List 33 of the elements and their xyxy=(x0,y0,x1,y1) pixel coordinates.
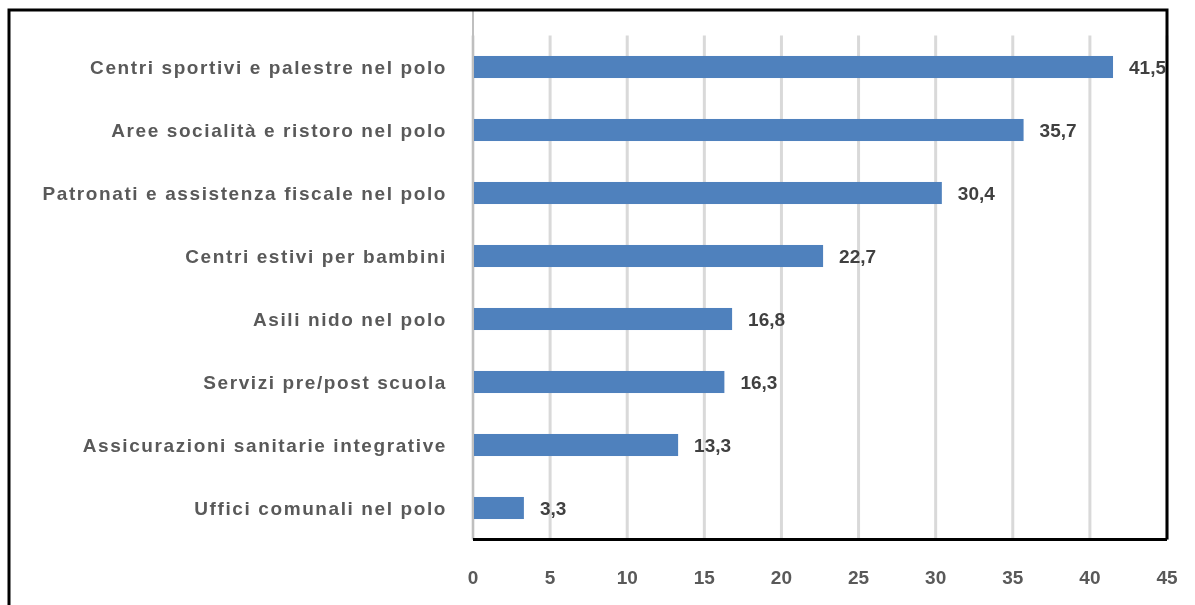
data-label: 16,8 xyxy=(748,309,786,330)
data-label: 30,4 xyxy=(957,183,996,204)
x-tick-label: 35 xyxy=(1002,567,1024,588)
x-tick-label: 10 xyxy=(616,567,638,588)
bar xyxy=(473,55,1114,79)
y-tick-label: Assicurazioni sanitarie integrative xyxy=(82,435,447,456)
y-tick-label: Asili nido nel polo xyxy=(252,309,447,330)
bar xyxy=(473,244,824,268)
y-tick-label: Servizi pre/post scuola xyxy=(203,372,447,393)
x-tick-label: 20 xyxy=(770,567,793,588)
data-label: 16,3 xyxy=(740,372,778,393)
x-tick-label: 40 xyxy=(1079,567,1101,588)
x-tick-label: 15 xyxy=(693,567,716,588)
data-label: 3,3 xyxy=(539,498,567,519)
x-tick-label: 45 xyxy=(1156,567,1178,588)
bar xyxy=(473,181,942,205)
bar xyxy=(473,496,524,520)
x-tick-label: 0 xyxy=(467,567,479,588)
bar xyxy=(473,307,733,331)
y-tick-label: Centri estivi per bambini xyxy=(185,246,447,267)
y-tick-label: Centri sportivi e palestre nel polo xyxy=(90,57,447,78)
x-tick-label: 5 xyxy=(544,567,556,588)
x-tick-label: 30 xyxy=(925,567,947,588)
bar xyxy=(473,433,679,457)
bar xyxy=(473,118,1024,142)
data-label: 35,7 xyxy=(1039,120,1077,141)
y-tick-label: Uffici comunali nel polo xyxy=(194,498,447,519)
x-tick-label: 25 xyxy=(847,567,870,588)
y-tick-label: Aree socialità e ristoro nel polo xyxy=(111,120,447,141)
data-label: 22,7 xyxy=(839,246,877,267)
data-label: 13,3 xyxy=(694,435,732,456)
y-tick-label: Patronati e assistenza fiscale nel polo xyxy=(42,183,447,204)
bar xyxy=(473,370,725,394)
